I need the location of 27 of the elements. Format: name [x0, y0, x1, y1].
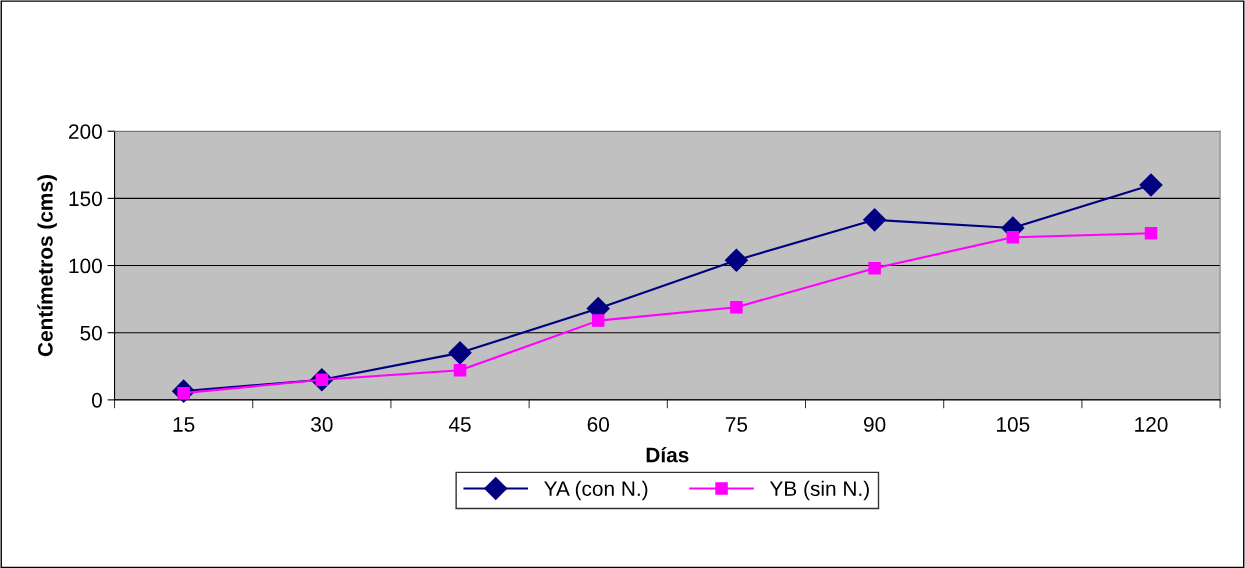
x-tick-label: 15 — [173, 417, 195, 432]
x-tick-label: 45 — [448, 417, 471, 432]
point — [730, 300, 743, 314]
point — [453, 364, 467, 377]
x-tick-label: 90 — [864, 417, 886, 432]
point — [863, 208, 887, 232]
y-tick-label: 100 — [69, 258, 102, 274]
x-tick-label: 60 — [587, 417, 609, 432]
x-tick-label: 30 — [311, 417, 333, 432]
point — [1139, 173, 1163, 197]
y-tick-label: 150 — [69, 191, 102, 207]
point — [868, 261, 881, 275]
point — [724, 248, 748, 272]
y-tick-label: 50 — [80, 325, 102, 341]
x-axis-title: Días — [646, 446, 689, 463]
point — [448, 341, 472, 365]
legend-label: YA (con N.) — [544, 480, 648, 501]
y-axis-title: Centímetros (cms) — [37, 175, 57, 357]
x-tick-label: 120 — [1135, 417, 1168, 432]
point — [1144, 227, 1158, 240]
point — [591, 314, 605, 327]
x-tick-label: 75 — [725, 417, 748, 432]
y-tick-label: 0 — [91, 392, 102, 408]
point — [1006, 231, 1020, 244]
y-tick-label: 200 — [69, 124, 102, 139]
x-tick-label: 105 — [997, 417, 1030, 432]
legend-label: YB (sin N.) — [769, 480, 869, 501]
